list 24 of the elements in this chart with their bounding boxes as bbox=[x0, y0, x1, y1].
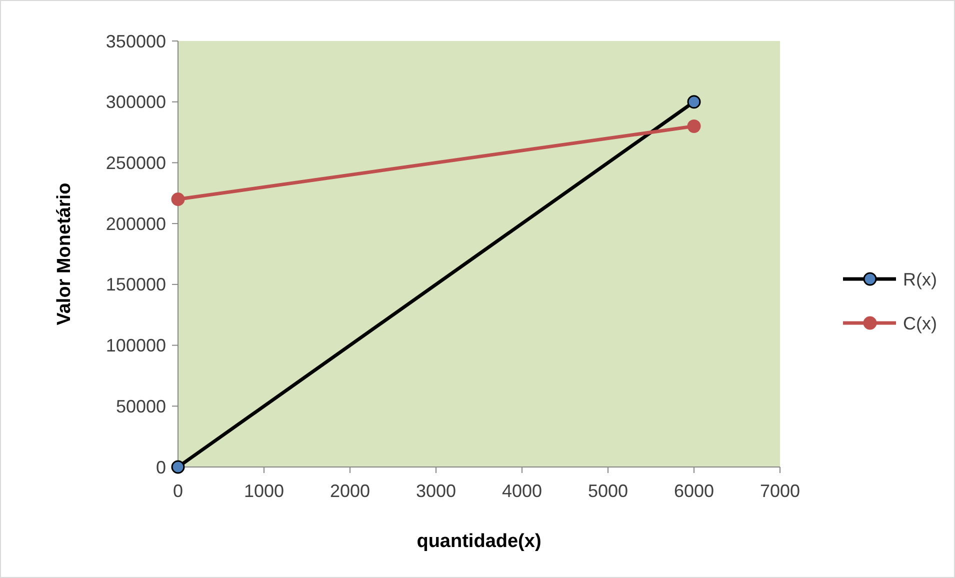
y-axis-title: Valor Monetário bbox=[54, 182, 75, 326]
x-axis-title: quantidade(x) bbox=[416, 531, 542, 552]
point bbox=[171, 192, 185, 206]
x-tick-label: 5000 bbox=[588, 481, 628, 501]
point bbox=[171, 460, 185, 474]
x-tick-label: 3000 bbox=[416, 481, 456, 501]
x-tick-label: 1000 bbox=[244, 481, 284, 501]
x-tick-label: 7000 bbox=[760, 481, 800, 501]
x-tick-label: 2000 bbox=[330, 481, 370, 501]
y-tick-label: 250000 bbox=[106, 153, 166, 174]
point bbox=[687, 119, 701, 133]
y-tick-label: 50000 bbox=[116, 396, 166, 416]
x-tick-label: 0 bbox=[172, 481, 184, 501]
y-tick-label: 200000 bbox=[106, 214, 166, 234]
y-tick-label: 350000 bbox=[106, 31, 166, 52]
x-tick-label: 6000 bbox=[674, 481, 714, 501]
legend-label: C(x) bbox=[903, 313, 937, 334]
legend-label: R(x) bbox=[903, 269, 937, 290]
y-tick-label: 100000 bbox=[106, 336, 166, 356]
x-tick-label: 4000 bbox=[502, 481, 542, 501]
y-tick-label: 150000 bbox=[106, 274, 166, 295]
y-tick-label: 300000 bbox=[106, 92, 166, 112]
point bbox=[687, 95, 701, 109]
y-tick-label: 0 bbox=[156, 457, 166, 478]
